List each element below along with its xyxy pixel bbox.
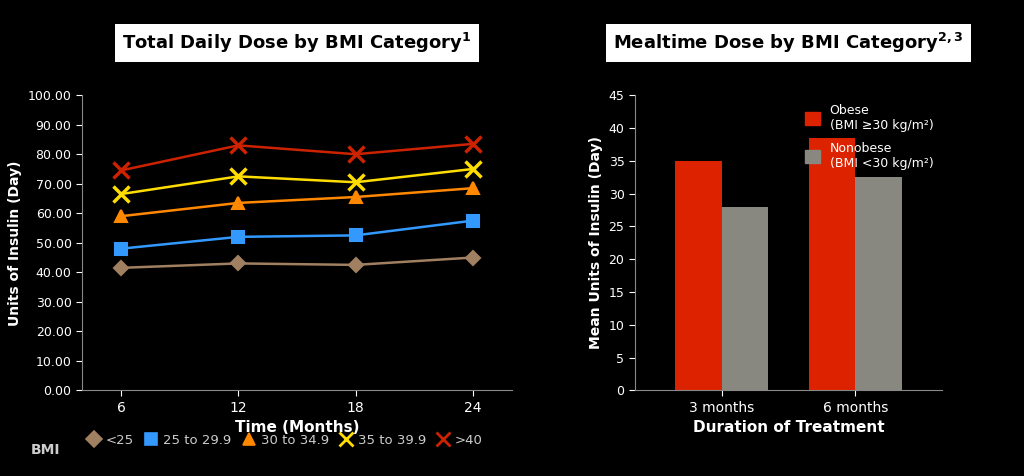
Text: Total Daily Dose by BMI Category$^{\mathregular{1}}$: Total Daily Dose by BMI Category$^{\math… xyxy=(122,31,472,55)
X-axis label: Time (Months): Time (Months) xyxy=(234,420,359,435)
X-axis label: Duration of Treatment: Duration of Treatment xyxy=(692,420,885,435)
Bar xyxy=(809,138,855,390)
Bar xyxy=(675,161,722,390)
Y-axis label: Mean Units of Insulin (Day): Mean Units of Insulin (Day) xyxy=(589,136,603,349)
Text: BMI: BMI xyxy=(31,443,60,457)
Text: Mealtime Dose by BMI Category$^{\mathregular{2,3}}$: Mealtime Dose by BMI Category$^{\mathreg… xyxy=(613,31,964,55)
Bar xyxy=(855,177,902,390)
Legend: Obese
(BMI ≥30 kg/m²), Nonobese
(BMI <30 kg/m²): Obese (BMI ≥30 kg/m²), Nonobese (BMI <30… xyxy=(802,101,936,172)
Legend: <25, 25 to 29.9, 30 to 34.9, 35 to 39.9, >40: <25, 25 to 29.9, 30 to 34.9, 35 to 39.9,… xyxy=(82,428,488,452)
Bar xyxy=(722,207,768,390)
Y-axis label: Units of Insulin (Day): Units of Insulin (Day) xyxy=(8,160,23,326)
